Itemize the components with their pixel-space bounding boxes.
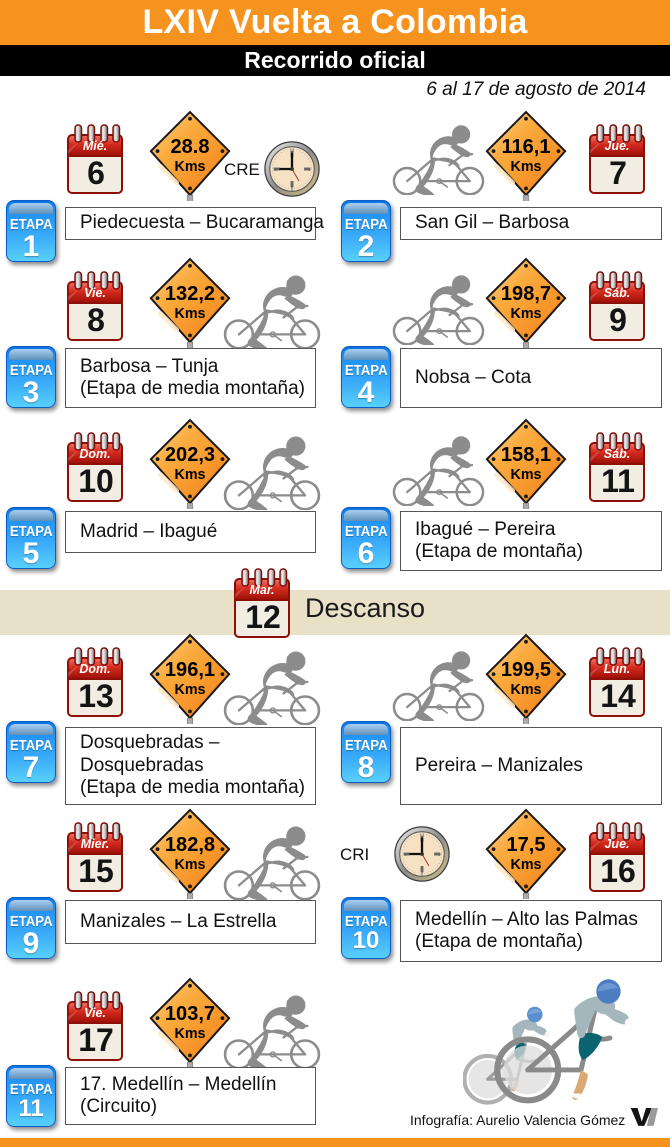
svg-text:Kms: Kms xyxy=(175,306,206,322)
svg-text:199,5: 199,5 xyxy=(501,659,551,681)
svg-text:Mar.: Mar. xyxy=(249,583,274,597)
svg-text:17,5: 17,5 xyxy=(507,834,546,856)
svg-text:Dom.: Dom. xyxy=(79,447,110,461)
svg-text:16: 16 xyxy=(600,853,636,889)
svg-text:12: 12 xyxy=(245,599,281,635)
svg-text:198,7: 198,7 xyxy=(501,283,551,305)
svg-text:Kms: Kms xyxy=(175,682,206,698)
svg-text:Dom.: Dom. xyxy=(79,662,110,676)
svg-text:Kms: Kms xyxy=(511,467,542,483)
svg-text:Kms: Kms xyxy=(175,159,206,175)
svg-text:14: 14 xyxy=(600,678,636,714)
svg-text:182,8: 182,8 xyxy=(165,834,215,856)
svg-text:Kms: Kms xyxy=(175,857,206,873)
svg-text:103,7: 103,7 xyxy=(165,1003,215,1025)
svg-text:Mier.: Mier. xyxy=(81,837,110,851)
svg-text:9: 9 xyxy=(609,302,627,338)
svg-text:Kms: Kms xyxy=(175,467,206,483)
svg-text:132,2: 132,2 xyxy=(165,283,215,305)
svg-text:Kms: Kms xyxy=(511,159,542,175)
svg-text:Vie.: Vie. xyxy=(84,286,106,300)
svg-text:Kms: Kms xyxy=(511,682,542,698)
svg-text:Jue.: Jue. xyxy=(604,139,629,153)
svg-text:7: 7 xyxy=(609,155,627,191)
svg-text:Kms: Kms xyxy=(511,857,542,873)
svg-text:28.8: 28.8 xyxy=(171,136,210,158)
svg-text:Jue.: Jue. xyxy=(604,837,629,851)
svg-text:Kms: Kms xyxy=(175,1026,206,1042)
svg-text:15: 15 xyxy=(78,853,114,889)
svg-text:17: 17 xyxy=(78,1022,114,1058)
svg-text:202,3: 202,3 xyxy=(165,444,215,466)
svg-text:Sáb.: Sáb. xyxy=(604,286,630,300)
svg-text:13: 13 xyxy=(78,678,114,714)
svg-text:Kms: Kms xyxy=(511,306,542,322)
svg-text:Mié.: Mié. xyxy=(83,139,107,153)
svg-text:6: 6 xyxy=(87,155,105,191)
svg-text:10: 10 xyxy=(78,463,114,499)
svg-text:Lun.: Lun. xyxy=(604,662,630,676)
svg-text:196,1: 196,1 xyxy=(165,659,215,681)
svg-text:Sáb.: Sáb. xyxy=(604,447,630,461)
svg-text:11: 11 xyxy=(601,463,635,499)
svg-text:Vie.: Vie. xyxy=(84,1006,106,1020)
svg-text:158,1: 158,1 xyxy=(501,444,551,466)
svg-text:8: 8 xyxy=(87,302,105,338)
svg-text:116,1: 116,1 xyxy=(501,136,550,158)
